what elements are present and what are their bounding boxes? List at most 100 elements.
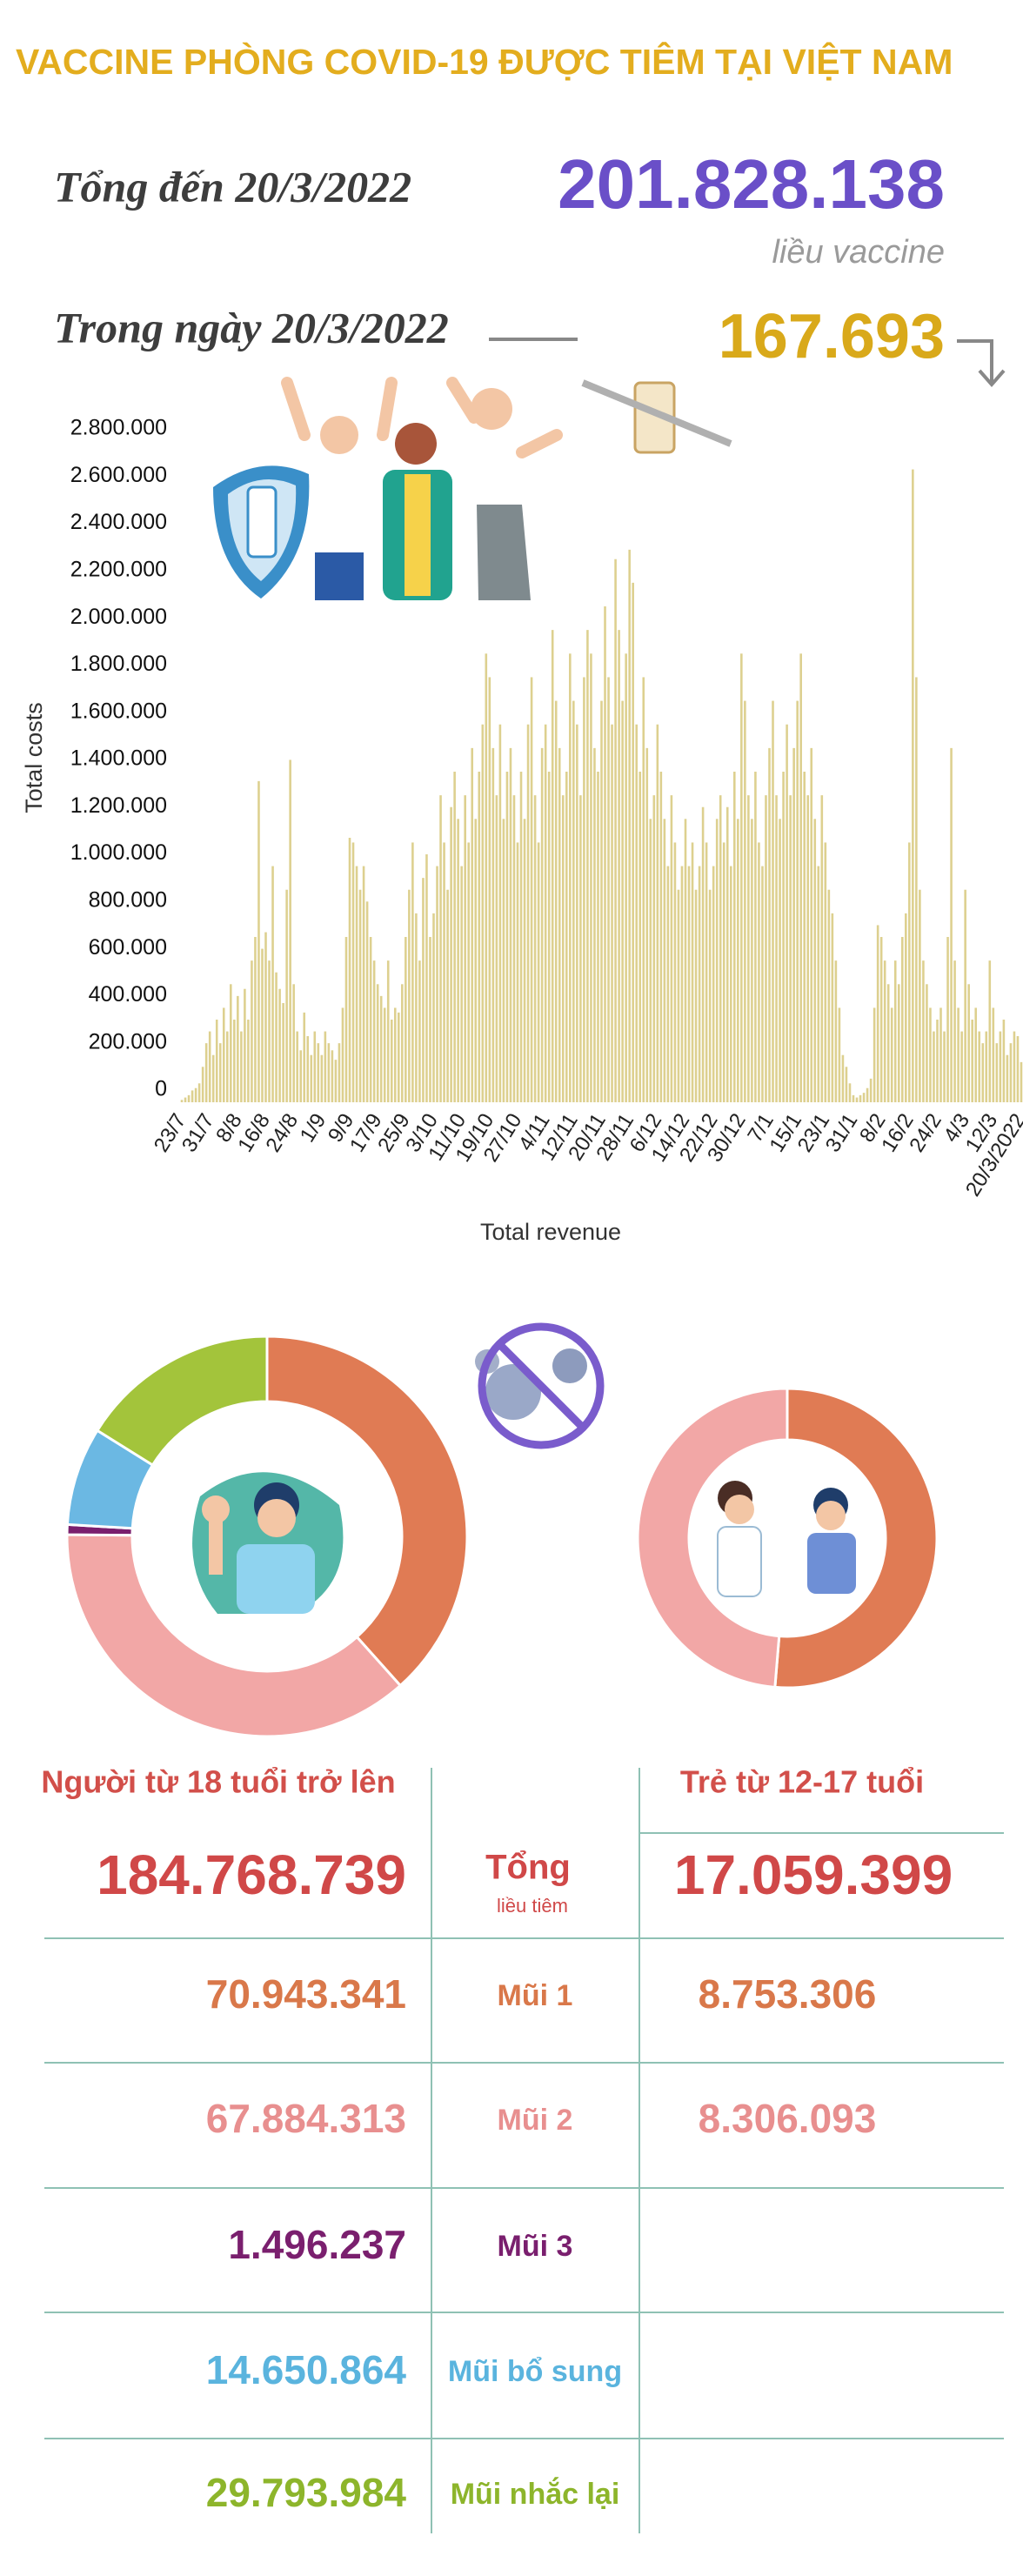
bar [348,838,351,1102]
bar [729,866,732,1102]
bar [761,866,764,1102]
bar [590,653,592,1102]
bar [215,1020,218,1102]
bar [264,932,267,1102]
bar [999,1031,1002,1102]
teen-value: 8.306.093 [699,2096,877,2141]
day-value: 167.693 [719,302,945,371]
bar [184,1097,187,1102]
bar [478,772,481,1102]
illustration-person [192,1472,344,1614]
bar [922,960,925,1102]
bar [611,724,613,1102]
bar [341,1007,344,1102]
bar [180,1100,184,1102]
bar [905,913,907,1102]
bar [725,806,729,1102]
y-tick-label: 800.000 [89,887,167,912]
bar [1020,1061,1023,1102]
bar [900,937,904,1102]
bar [408,889,411,1102]
bar [369,937,372,1102]
bar [443,842,445,1102]
bar [758,842,760,1102]
bar [261,948,264,1102]
bar [705,842,708,1102]
bar [495,795,498,1102]
y-tick-label: 2.200.000 [70,557,167,581]
bar [362,866,365,1102]
day-label: Trong ngày 20/3/2022 [54,303,449,351]
bar [897,984,900,1102]
bar [715,819,719,1102]
bar [995,1043,999,1102]
bar [768,747,771,1102]
bar [929,1007,932,1102]
bar [544,724,547,1102]
y-tick-label: 2.400.000 [70,510,167,534]
bar [355,866,358,1102]
y-tick-label: 1.200.000 [70,793,167,818]
bar [502,819,505,1102]
bar [639,772,642,1102]
bar [915,677,918,1102]
bar [376,984,379,1102]
bar [334,1060,338,1102]
stats-table: Người từ 18 tuổi trở lên Trẻ từ 12-17 tu… [41,1764,1004,2533]
bar [450,806,452,1102]
bar [505,772,509,1102]
bar [533,795,537,1102]
bar [358,889,362,1102]
illustration-nurse [717,1481,856,1597]
bar [237,995,239,1102]
bar [344,937,348,1102]
bar [576,724,578,1102]
illustration-people [213,377,732,600]
bar [547,772,551,1102]
bar [848,1083,852,1102]
y-tick-label: 2.600.000 [70,463,167,487]
bar [775,795,778,1102]
row-label: Mũi nhắc lại [451,2478,620,2511]
total-value: 201.828.138 [558,145,945,223]
bar [740,653,743,1102]
bar [554,700,558,1102]
bar [1016,1036,1020,1102]
bar [694,889,698,1102]
bar [981,1043,985,1102]
adult-value: 1.496.237 [228,2222,406,2267]
row-sublabel: liều tiêm [497,1895,568,1917]
bar [663,819,666,1102]
bar [701,806,705,1102]
bar [187,1094,191,1102]
row-label: Mũi 3 [498,2230,573,2263]
bar [600,700,603,1102]
bar [939,1007,942,1102]
y-tick-label: 1.000.000 [70,840,167,865]
title: VACCINE PHÒNG COVID-19 ĐƯỢC TIÊM TẠI VIỆ… [16,42,953,82]
bar [873,1007,876,1102]
bar [645,747,649,1102]
bar [806,795,810,1102]
bar [1013,1031,1016,1102]
bar [365,901,369,1102]
bar [953,960,956,1102]
bar [211,1054,215,1102]
bar [677,889,680,1102]
bar [390,1020,393,1102]
bar [719,795,722,1102]
bar [618,630,620,1102]
bar [649,819,652,1102]
bar [827,889,831,1102]
bar [786,724,788,1102]
bar [933,1031,935,1102]
bar [222,1007,225,1102]
bar [796,700,799,1102]
y-tick-label: 600.000 [89,935,167,960]
bar [398,1012,400,1102]
bar [225,1031,229,1102]
bar [540,747,544,1102]
bar [831,913,834,1102]
bar [268,960,271,1102]
bar [379,995,383,1102]
